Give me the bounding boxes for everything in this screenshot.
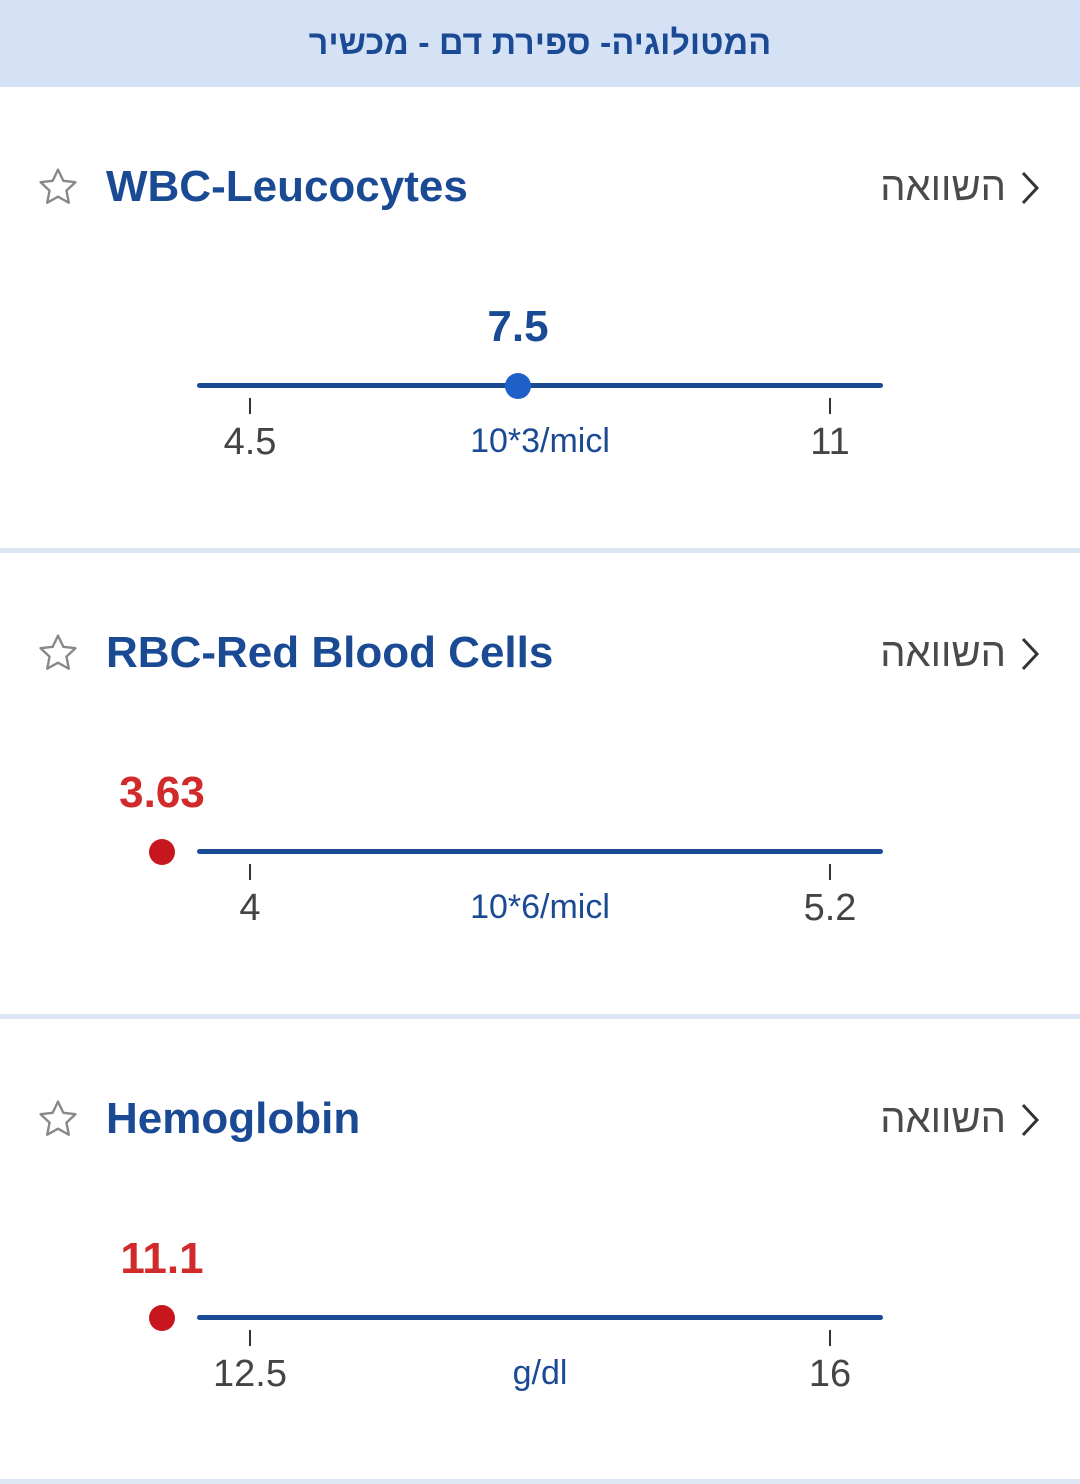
unit-label: 10*3/micl — [470, 422, 610, 460]
chevron-right-icon — [1021, 637, 1040, 670]
range-high-label: 16 — [808, 1353, 852, 1395]
compare-label: השוואה — [880, 631, 1006, 675]
test-value: 3.63 — [119, 768, 205, 817]
range-low-tick — [249, 864, 251, 880]
range-high-label: 5.2 — [803, 887, 857, 929]
test-card-hemoglobin: Hemoglobin השוואה 11.1 12.5 g/dl 16 — [0, 1019, 1080, 1481]
star-outline-icon[interactable] — [36, 631, 80, 675]
value-marker — [149, 1305, 175, 1331]
value-marker — [505, 373, 531, 399]
test-name: RBC-Red Blood Cells — [106, 628, 554, 677]
value-marker — [149, 839, 175, 865]
chevron-right-icon — [1021, 1103, 1040, 1136]
star-outline-icon[interactable] — [36, 165, 80, 209]
range-low-label: 12.5 — [213, 1353, 287, 1395]
page-title: המטולוגיה- ספירת דם - מכשיר — [308, 24, 772, 62]
card-divider — [0, 1014, 1080, 1019]
page-header: המטולוגיה- ספירת דם - מכשיר — [0, 0, 1080, 87]
card-divider — [0, 548, 1080, 553]
range-track — [197, 383, 883, 388]
range-high-tick — [829, 398, 831, 414]
range-high-tick — [829, 1330, 831, 1346]
compare-label: השוואה — [880, 1097, 1006, 1141]
compare-button[interactable]: השוואה — [880, 631, 1040, 676]
test-card-rbc: RBC-Red Blood Cells השוואה 3.63 4 10*6/m… — [0, 553, 1080, 1015]
range-low-tick — [249, 398, 251, 414]
star-outline-icon[interactable] — [36, 1097, 80, 1141]
range-track — [197, 1315, 883, 1320]
range-high-label: 11 — [810, 421, 850, 463]
test-value: 7.5 — [487, 302, 549, 351]
compare-button[interactable]: השוואה — [880, 165, 1040, 210]
compare-label: השוואה — [880, 165, 1006, 209]
range-low-label: 4.5 — [223, 421, 277, 463]
range-track — [197, 849, 883, 854]
compare-button[interactable]: השוואה — [880, 1097, 1040, 1142]
range-low-tick — [249, 1330, 251, 1346]
test-value: 11.1 — [120, 1234, 204, 1283]
card-divider — [0, 1479, 1080, 1484]
unit-label: 10*6/micl — [470, 888, 610, 926]
range-high-tick — [829, 864, 831, 880]
chevron-right-icon — [1021, 171, 1040, 204]
unit-label: g/dl — [512, 1354, 568, 1392]
test-name: Hemoglobin — [106, 1094, 361, 1143]
test-card-wbc: WBC-Leucocytes השוואה 7.5 4.5 10*3/micl … — [0, 87, 1080, 549]
range-low-label: 4 — [239, 887, 261, 929]
test-name: WBC-Leucocytes — [106, 162, 468, 211]
